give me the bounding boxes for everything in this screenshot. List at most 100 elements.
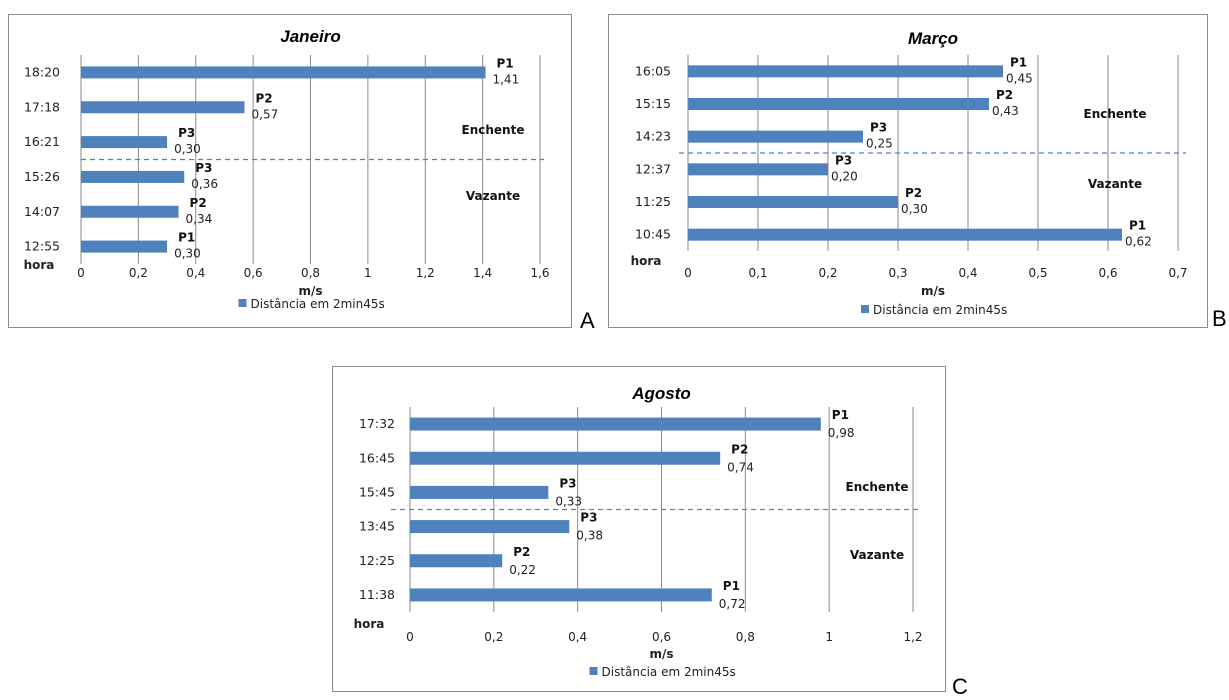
point-label: P1 bbox=[1129, 219, 1146, 233]
x-tick-label: 1,2 bbox=[903, 630, 922, 644]
bar bbox=[81, 205, 179, 218]
bar bbox=[688, 65, 1003, 78]
chart-panel-janeiro: Janeiro 0 0,2 0,4 0,6 0,8 1 1,2 1,4 1,6 12:55 P1 0,3… bbox=[8, 14, 572, 328]
point-label: P3 bbox=[580, 511, 597, 525]
x-tick-label: 1 bbox=[825, 630, 833, 644]
category-label: 16:21 bbox=[24, 134, 60, 149]
x-tick-label: 0,4 bbox=[186, 266, 205, 280]
point-label: P1 bbox=[832, 408, 849, 422]
x-tick-label: 0,4 bbox=[568, 630, 587, 644]
chart-agosto-svg: Agosto 0 0,2 0,4 0,6 0,8 1 1,2 11:38 P1 0,72 12:25 P… bbox=[354, 384, 923, 679]
x-tick-label: 0,3 bbox=[888, 266, 907, 280]
legend-label: Distância em 2min45s bbox=[873, 303, 1007, 317]
category-label: 15:15 bbox=[635, 96, 671, 111]
data-label: 1,41 bbox=[492, 72, 519, 86]
x-axis-label: m/s bbox=[921, 284, 945, 298]
data-label: 0,36 bbox=[191, 177, 218, 191]
category-label: 12:55 bbox=[24, 239, 60, 254]
category-label: 11:25 bbox=[635, 194, 671, 209]
category-label: 16:05 bbox=[635, 63, 671, 78]
x-tick-label: 0,1 bbox=[748, 266, 767, 280]
x-tick-label: 1,4 bbox=[473, 266, 492, 280]
x-tick-label: 0 bbox=[77, 266, 85, 280]
region-label-enchente: Enchente bbox=[846, 480, 909, 494]
data-label: 0,20 bbox=[831, 169, 858, 183]
point-label: P3 bbox=[178, 126, 195, 140]
bar bbox=[81, 136, 168, 149]
data-label: 0,30 bbox=[901, 202, 928, 216]
category-label: 10:45 bbox=[635, 227, 671, 242]
bar bbox=[410, 485, 549, 499]
x-tick-label: 1,6 bbox=[530, 266, 549, 280]
region-label-vazante: Vazante bbox=[850, 548, 904, 562]
category-label: 16:45 bbox=[359, 450, 395, 465]
chart-title: Março bbox=[908, 29, 958, 48]
bar bbox=[410, 417, 821, 431]
x-tick-label: 1,2 bbox=[416, 266, 435, 280]
bar bbox=[688, 196, 898, 208]
legend-swatch bbox=[861, 305, 869, 313]
point-label: P2 bbox=[256, 91, 273, 105]
legend-label: Distância em 2min45s bbox=[602, 665, 736, 679]
data-label: 0,43 bbox=[992, 104, 1019, 118]
category-label: 13:45 bbox=[359, 519, 395, 534]
category-label: 15:45 bbox=[359, 484, 395, 499]
point-label: P3 bbox=[870, 121, 887, 135]
panel-letter-c: C bbox=[952, 674, 968, 699]
y-axis-label: hora bbox=[354, 617, 385, 631]
x-tick-label: 0,8 bbox=[301, 266, 320, 280]
chart-panel-agosto: Agosto 0 0,2 0,4 0,6 0,8 1 1,2 11:38 P1 0,72 12:25 P… bbox=[332, 366, 946, 692]
x-tick-label: 1 bbox=[364, 266, 372, 280]
data-label: 0,98 bbox=[828, 426, 855, 440]
bar bbox=[81, 240, 168, 253]
point-label: P1 bbox=[723, 579, 740, 593]
x-axis-label: m/s bbox=[649, 647, 673, 661]
point-label: P2 bbox=[996, 88, 1013, 102]
data-label: 0,30 bbox=[174, 247, 201, 261]
data-label: 0,34 bbox=[186, 212, 213, 226]
point-label: P2 bbox=[513, 545, 530, 559]
region-label-enchente: Enchente bbox=[1084, 107, 1147, 121]
category-label: 12:25 bbox=[359, 553, 395, 568]
bar bbox=[688, 130, 863, 143]
category-label: 14:07 bbox=[24, 204, 60, 219]
point-label: P2 bbox=[905, 186, 922, 200]
category-label: 15:26 bbox=[24, 169, 60, 184]
category-label: 14:23 bbox=[635, 129, 671, 144]
x-tick-label: 0 bbox=[684, 266, 692, 280]
x-tick-label: 0,4 bbox=[958, 266, 977, 280]
chart-title: Agosto bbox=[631, 384, 691, 403]
x-tick-label: 0,2 bbox=[484, 630, 503, 644]
x-tick-label: 0,6 bbox=[244, 266, 263, 280]
bar bbox=[81, 101, 245, 114]
x-tick-label: 0,6 bbox=[1098, 266, 1117, 280]
bar bbox=[410, 588, 712, 602]
panel-letter-b: B bbox=[1212, 306, 1227, 331]
legend-swatch bbox=[238, 299, 247, 307]
x-tick-label: 0,8 bbox=[736, 630, 755, 644]
chart-panel-marco: Março 0 0,1 0,2 0,3 0,4 0,5 0,6 0,7 10:45 P1 0,62 11… bbox=[608, 14, 1208, 328]
point-label: P3 bbox=[835, 153, 852, 167]
bar bbox=[410, 451, 721, 465]
data-label: 0,30 bbox=[174, 142, 201, 156]
data-label: 0,45 bbox=[1006, 71, 1033, 85]
panel-letter-a: A bbox=[580, 308, 595, 333]
point-label: P3 bbox=[559, 476, 576, 490]
x-tick-label: 0,2 bbox=[818, 266, 837, 280]
legend-swatch bbox=[589, 667, 598, 675]
category-label: 17:32 bbox=[359, 416, 395, 431]
bar bbox=[688, 228, 1122, 241]
category-label: 12:37 bbox=[635, 161, 671, 176]
data-label: 0,57 bbox=[252, 107, 279, 121]
legend-label: Distância em 2min45s bbox=[251, 297, 385, 311]
bar bbox=[410, 554, 503, 568]
x-tick-label: 0,2 bbox=[129, 266, 148, 280]
bar bbox=[688, 98, 989, 110]
category-label: 18:20 bbox=[24, 64, 60, 79]
data-label: 0,33 bbox=[555, 494, 582, 508]
bar bbox=[688, 163, 828, 176]
chart-marco-svg: Março 0 0,1 0,2 0,3 0,4 0,5 0,6 0,7 10:45 P1 0,62 11… bbox=[631, 29, 1188, 317]
point-label: P1 bbox=[496, 56, 513, 70]
region-label-enchente: Enchente bbox=[462, 123, 525, 137]
region-label-vazante: Vazante bbox=[466, 189, 520, 203]
